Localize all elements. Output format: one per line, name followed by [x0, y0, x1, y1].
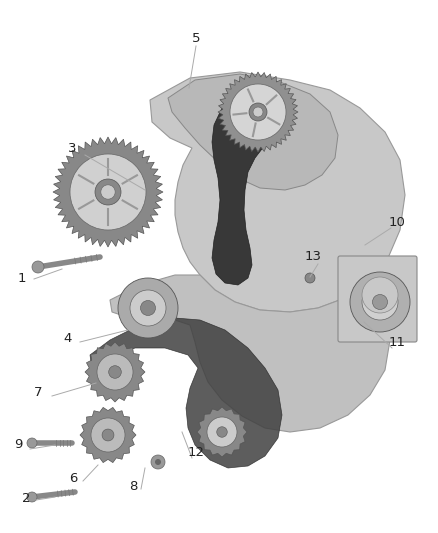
Circle shape — [32, 261, 44, 273]
Text: 2: 2 — [22, 492, 30, 505]
Text: 8: 8 — [129, 481, 137, 494]
Polygon shape — [168, 74, 338, 190]
Circle shape — [102, 429, 114, 441]
Circle shape — [362, 284, 398, 320]
Circle shape — [249, 103, 267, 121]
Circle shape — [362, 277, 398, 313]
Polygon shape — [212, 100, 268, 285]
Circle shape — [101, 185, 115, 199]
Polygon shape — [53, 137, 163, 247]
Circle shape — [118, 278, 178, 338]
Polygon shape — [197, 407, 247, 457]
Circle shape — [27, 492, 37, 502]
Circle shape — [207, 417, 237, 447]
Circle shape — [70, 154, 146, 230]
Polygon shape — [150, 72, 405, 312]
Text: 5: 5 — [192, 31, 200, 44]
Circle shape — [97, 354, 133, 390]
Text: 7: 7 — [34, 386, 42, 400]
Text: 3: 3 — [68, 141, 76, 155]
Circle shape — [130, 290, 166, 326]
Circle shape — [230, 84, 286, 140]
Circle shape — [109, 366, 121, 378]
Text: 11: 11 — [389, 335, 406, 349]
Circle shape — [253, 107, 263, 117]
Circle shape — [27, 438, 37, 448]
Circle shape — [350, 272, 410, 332]
Polygon shape — [80, 407, 136, 463]
Circle shape — [217, 427, 227, 437]
Polygon shape — [85, 342, 145, 402]
Text: 6: 6 — [69, 472, 77, 486]
Circle shape — [305, 273, 315, 283]
Polygon shape — [218, 72, 298, 152]
Text: 4: 4 — [64, 332, 72, 344]
Circle shape — [372, 295, 388, 310]
Text: 12: 12 — [187, 446, 205, 458]
Circle shape — [141, 301, 155, 316]
Text: 10: 10 — [389, 215, 406, 229]
FancyBboxPatch shape — [338, 256, 417, 342]
Text: 1: 1 — [18, 271, 26, 285]
Circle shape — [155, 459, 161, 465]
Circle shape — [151, 455, 165, 469]
Text: 13: 13 — [304, 251, 321, 263]
Polygon shape — [90, 318, 282, 468]
Circle shape — [95, 179, 121, 205]
Circle shape — [91, 418, 125, 452]
Text: 9: 9 — [14, 439, 22, 451]
Polygon shape — [110, 275, 390, 432]
